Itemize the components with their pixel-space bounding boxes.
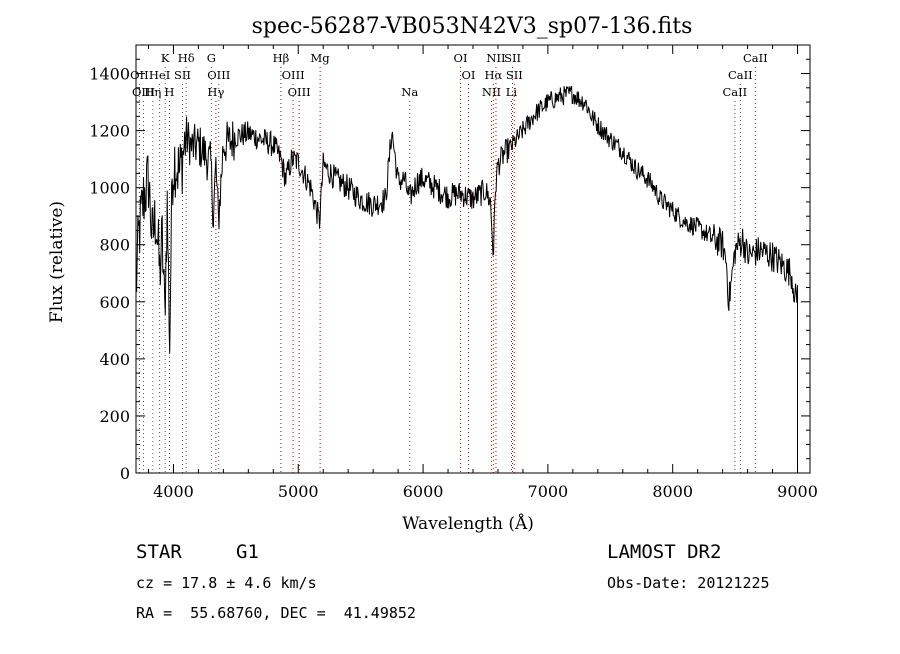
x-tick-label: 7000 xyxy=(528,482,569,501)
line-marker-label: OIII xyxy=(132,85,155,99)
chart-title: spec-56287-VB053N42V3_sp07-136.fits xyxy=(252,14,693,39)
y-tick-label: 0 xyxy=(120,464,130,483)
line-marker-label: CaII xyxy=(722,85,747,99)
line-marker-label: CaII xyxy=(743,51,768,65)
line-marker-label: Hη xyxy=(144,85,161,99)
line-marker-label: K xyxy=(161,51,170,65)
spectrum-series xyxy=(135,85,798,473)
y-tick-label: 1000 xyxy=(89,179,130,198)
line-marker-label: NII xyxy=(486,51,505,65)
line-marker-label: Hα xyxy=(484,68,502,82)
line-marker-label: SII xyxy=(506,68,523,82)
subclass-label: G1 xyxy=(236,541,259,563)
line-marker-label: Mg xyxy=(311,51,331,65)
line-marker-label: SII xyxy=(504,51,521,65)
line-marker-label: Na xyxy=(401,85,418,99)
line-marker-label: SII xyxy=(174,68,191,82)
line-marker-label: CaII xyxy=(728,68,753,82)
x-tick-label: 4000 xyxy=(153,482,194,501)
line-marker-label: Hβ xyxy=(273,51,290,65)
x-tick-label: 9000 xyxy=(777,482,818,501)
y-tick-label: 1400 xyxy=(89,65,130,84)
line-marker-label: HeI xyxy=(149,68,170,82)
line-marker-label: OI xyxy=(454,51,468,65)
line-marker-label: Hγ xyxy=(207,85,224,99)
line-marker-label: OIII xyxy=(282,68,305,82)
obs-date-readout: Obs-Date: 20121225 xyxy=(607,574,770,592)
x-axis-label: Wavelength (Å) xyxy=(402,513,534,534)
x-tick-label: 5000 xyxy=(278,482,319,501)
y-tick-label: 200 xyxy=(99,407,130,426)
y-tick-label: 400 xyxy=(99,350,130,369)
class-label: STAR xyxy=(136,541,182,563)
line-marker-label: OI xyxy=(462,68,476,82)
line-marker-label: NII xyxy=(482,85,501,99)
axes: 4000 5000 6000 7000 8000 9000 0 200 400 600 800 100… xyxy=(89,45,818,501)
line-marker-label: OII xyxy=(130,68,149,82)
spectrum-line xyxy=(135,85,798,473)
y-tick-label: 1200 xyxy=(89,122,130,141)
line-marker-label: OIII xyxy=(207,68,230,82)
line-marker-label: H xyxy=(164,85,174,99)
x-tick-label: 8000 xyxy=(652,482,693,501)
cz-readout: cz = 17.8 ± 4.6 km/s xyxy=(136,574,317,592)
y-tick-label: 800 xyxy=(99,236,130,255)
line-marker-label: Li xyxy=(506,85,518,99)
x-tick-label: 6000 xyxy=(403,482,444,501)
y-axis-label: Flux (relative) xyxy=(47,201,67,323)
line-marker-label: Hδ xyxy=(178,51,195,65)
line-marker-label: OIII xyxy=(288,85,311,99)
survey-label: LAMOST DR2 xyxy=(607,541,722,563)
y-tick-label: 600 xyxy=(99,293,130,312)
line-marker-label: G xyxy=(207,51,216,65)
ra-dec-readout: RA = 55.68760, DEC = 41.49852 xyxy=(136,604,416,622)
plot-frame xyxy=(135,44,811,474)
